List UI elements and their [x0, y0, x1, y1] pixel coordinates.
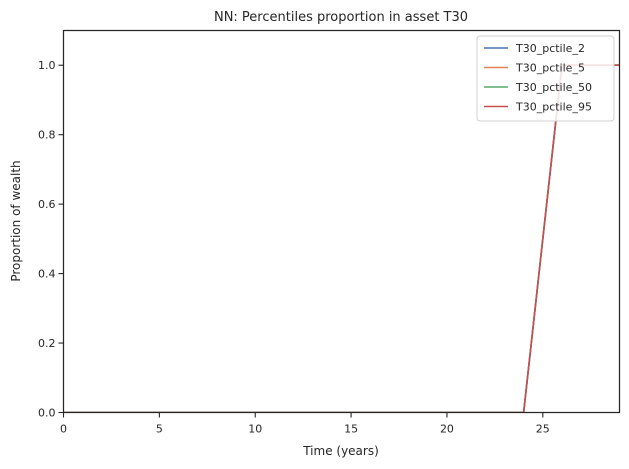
- x-tick-label: 10: [248, 423, 262, 436]
- x-tick-label: 15: [344, 423, 358, 436]
- x-axis-label: Time (years): [302, 444, 379, 458]
- x-tick-label: 25: [536, 423, 550, 436]
- y-tick-label: 0.4: [38, 268, 56, 281]
- y-axis-label: Proportion of wealth: [9, 160, 23, 281]
- legend-label-T30_pctile_50: T30_pctile_50: [515, 81, 592, 94]
- y-tick-label: 1.0: [38, 59, 56, 72]
- x-axis: 0 5 10 15 20 25: [60, 412, 550, 436]
- legend-label-T30_pctile_95: T30_pctile_95: [515, 101, 592, 114]
- x-tick-label: 20: [440, 423, 454, 436]
- legend-label-T30_pctile_5: T30_pctile_5: [515, 62, 585, 75]
- y-tick-label: 0.2: [38, 337, 56, 350]
- y-tick-label: 0.0: [38, 407, 56, 420]
- chart-title: NN: Percentiles proportion in asset T30: [214, 10, 468, 25]
- y-tick-label: 0.8: [38, 129, 56, 142]
- y-tick-label: 0.6: [38, 198, 56, 211]
- legend: T30_pctile_2 T30_pctile_5 T30_pctile_50 T30…: [476, 35, 615, 122]
- series-layer: [63, 64, 620, 413]
- plot-frame: [62, 29, 621, 414]
- x-tick-label: 5: [156, 423, 163, 436]
- y-axis: 0.0 0.2 0.4 0.6 0.8 1.0: [38, 59, 64, 420]
- legend-box: [476, 35, 615, 122]
- legend-label-T30_pctile_2: T30_pctile_2: [515, 42, 585, 55]
- series-line-T30_pctile_95: [63, 64, 620, 413]
- x-tick-label: 0: [60, 423, 67, 436]
